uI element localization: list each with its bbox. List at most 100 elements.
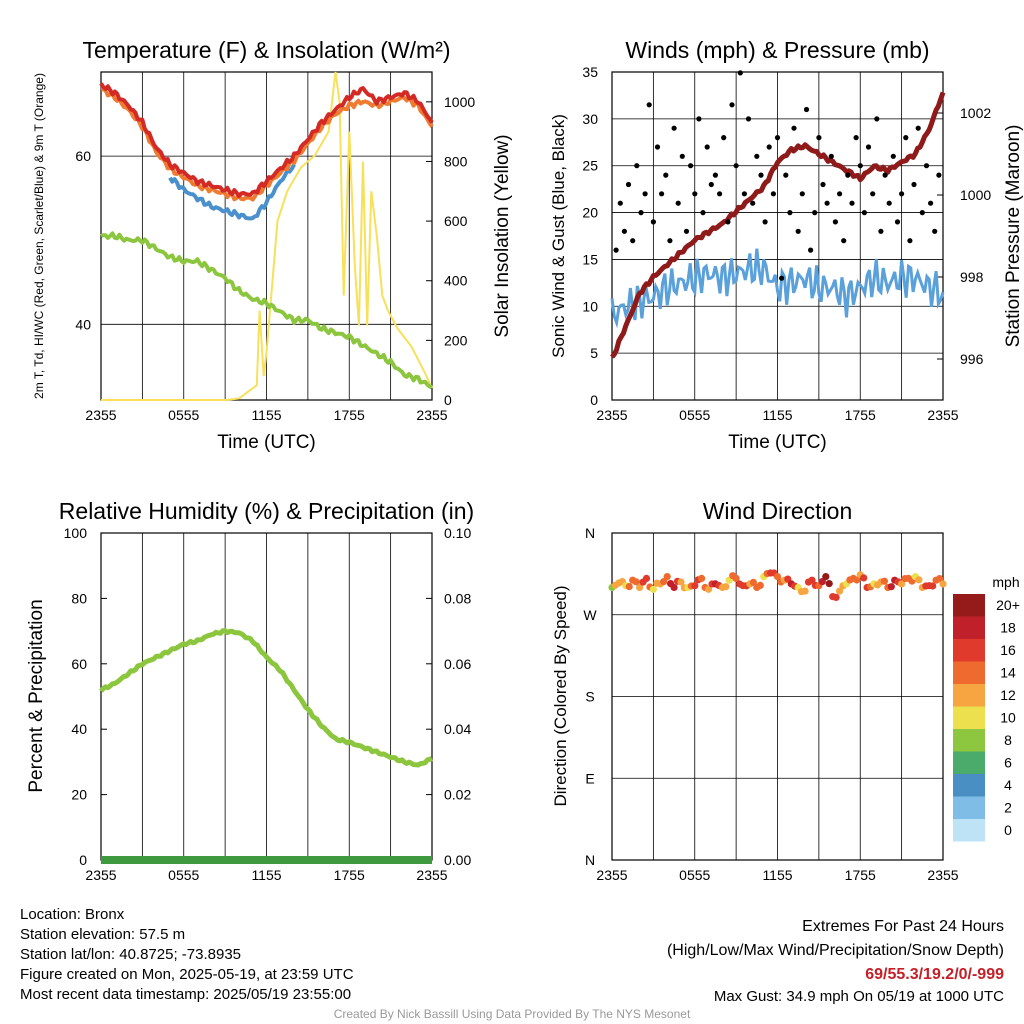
wind-direction-point bbox=[670, 583, 678, 592]
temp-y-tick-label: 40 bbox=[75, 316, 91, 332]
temp-y-axis-label: 2m T, Td, HI/WC (Red, Green, Scarlet/Blu… bbox=[32, 73, 46, 399]
sonic-wind-line bbox=[610, 248, 945, 329]
gust-point bbox=[642, 191, 648, 197]
gust-point bbox=[683, 228, 690, 234]
wdir-chart-x-tick-label: 0555 bbox=[679, 867, 710, 883]
gust-point bbox=[903, 135, 909, 141]
gust-point bbox=[882, 172, 888, 178]
gust-point bbox=[696, 116, 702, 122]
gust-point bbox=[841, 238, 847, 244]
wind-direction-point bbox=[722, 583, 730, 591]
wdir-y-tick-label: S bbox=[585, 689, 594, 705]
gust-point bbox=[774, 135, 781, 141]
gust-point bbox=[828, 153, 834, 159]
wind-direction-point bbox=[660, 578, 668, 586]
wind-y-tick-label: 30 bbox=[582, 111, 598, 127]
rh-y-tick-label: 60 bbox=[71, 656, 87, 672]
wind-chart-x-tick-label: 1155 bbox=[762, 407, 792, 423]
gust-point bbox=[779, 275, 785, 281]
gust-point bbox=[799, 191, 805, 197]
gust-point bbox=[770, 191, 777, 197]
rh-y-tick-label: 20 bbox=[71, 787, 87, 803]
gust-point bbox=[845, 172, 851, 178]
precip-y2-tick-label: 0.08 bbox=[444, 590, 471, 606]
gust-point bbox=[646, 102, 652, 108]
wind-direction-point bbox=[887, 583, 895, 591]
gust-point bbox=[783, 172, 789, 178]
gust-point bbox=[717, 191, 723, 197]
relative-humidity-line bbox=[99, 628, 433, 768]
gust-point bbox=[857, 163, 863, 169]
wind-y-axis-label: Sonic Wind & Gust (Blue, Black) bbox=[549, 114, 568, 358]
gust-point bbox=[791, 125, 797, 131]
wind-direction-point bbox=[801, 587, 809, 595]
gust-point bbox=[758, 172, 764, 178]
wind-chart-x-tick-label: 0555 bbox=[679, 407, 710, 423]
gust-point bbox=[741, 191, 748, 197]
gust-point bbox=[704, 144, 710, 150]
wind-speed-legend-label: 10 bbox=[1000, 710, 1016, 726]
wind-direction-point bbox=[825, 580, 833, 588]
gust-point bbox=[700, 210, 706, 216]
pressure-y2-tick-label: 1000 bbox=[960, 187, 991, 203]
gust-point bbox=[737, 70, 743, 76]
pressure-y2-tick-label: 1002 bbox=[960, 105, 991, 121]
wind-direction-point bbox=[853, 576, 861, 584]
gust-point bbox=[923, 163, 930, 169]
rh-chart-title: Relative Humidity (%) & Precipitation (i… bbox=[59, 498, 474, 524]
wind-y-tick-label: 0 bbox=[590, 392, 598, 408]
gust-point bbox=[712, 172, 719, 178]
wind-speed-legend-label: 0 bbox=[1004, 822, 1012, 838]
gust-point bbox=[754, 153, 760, 159]
wind-direction-point bbox=[929, 582, 937, 590]
extremes-title: Extremes For Past 24 Hours bbox=[802, 918, 1004, 935]
wind-y-tick-label: 15 bbox=[582, 251, 598, 267]
wind-speed-legend-swatch bbox=[953, 639, 985, 662]
gust-point bbox=[849, 200, 855, 206]
gust-point bbox=[721, 135, 727, 141]
wind-speed-legend-label: 18 bbox=[1000, 620, 1016, 636]
precip-y2-tick-label: 0.04 bbox=[444, 721, 471, 737]
temp-chart-x-tick-label: 0555 bbox=[168, 407, 199, 423]
wind-direction-point bbox=[704, 585, 713, 593]
gust-point bbox=[861, 210, 868, 216]
temp-chart-x-tick-label: 1155 bbox=[251, 407, 281, 423]
gust-point bbox=[919, 210, 925, 216]
rh-y-tick-label: 0 bbox=[79, 852, 87, 868]
rh-chart-x-tick-label: 1755 bbox=[334, 867, 365, 883]
gust-point bbox=[911, 181, 917, 188]
wind-direction-point bbox=[642, 574, 651, 583]
gust-point bbox=[816, 135, 822, 141]
wind-direction-point bbox=[749, 578, 758, 587]
gust-point bbox=[832, 219, 839, 225]
temp-chart-x-tick-label: 1755 bbox=[334, 407, 365, 423]
wind-direction-point bbox=[691, 582, 699, 590]
wind-speed-legend-swatch bbox=[953, 684, 985, 707]
gust-point bbox=[688, 163, 694, 169]
dewpoint-line bbox=[168, 163, 296, 221]
gust-point bbox=[750, 200, 756, 206]
wdir-chart-x-tick-label: 1755 bbox=[845, 867, 876, 883]
temp-y2-tick-label: 200 bbox=[444, 332, 468, 348]
wind-speed-legend-label: 12 bbox=[1000, 687, 1016, 703]
max-gust-text: Max Gust: 34.9 mph On 05/19 at 1000 UTC bbox=[713, 988, 1004, 1005]
wind-direction-point bbox=[936, 575, 944, 583]
gust-point bbox=[808, 247, 814, 253]
wind-direction-point bbox=[677, 578, 685, 586]
temp-y2-tick-label: 600 bbox=[444, 213, 468, 229]
wdir-y-axis-label: Direction (Colored By Speed) bbox=[551, 585, 570, 806]
gust-point bbox=[663, 172, 669, 178]
gust-point bbox=[853, 135, 859, 141]
gust-point bbox=[932, 228, 938, 234]
wind-speed-legend-swatch bbox=[953, 774, 985, 797]
gust-point bbox=[874, 116, 880, 122]
elevation-text: Station elevation: 57.5 m bbox=[20, 926, 186, 943]
latlon-text: Station lat/lon: 40.8725; -73.8935 bbox=[20, 946, 242, 963]
gust-point bbox=[692, 191, 698, 197]
wind-speed-legend-label: 4 bbox=[1004, 777, 1012, 793]
wind-y-tick-label: 5 bbox=[590, 345, 598, 361]
rh-y-tick-label: 80 bbox=[71, 590, 87, 606]
temp-y-tick-label: 60 bbox=[75, 148, 91, 164]
temp-y2-tick-label: 800 bbox=[444, 153, 468, 169]
wind-chart-x-tick-label: 2355 bbox=[596, 407, 627, 423]
